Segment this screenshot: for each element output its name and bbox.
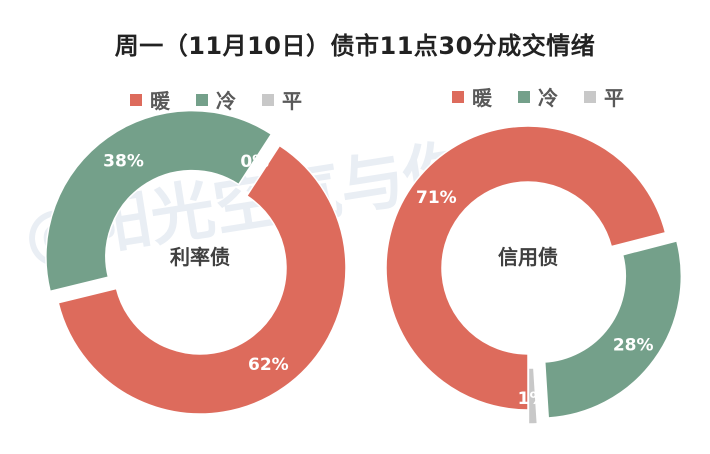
slice-data-label-2: 1% [518,389,547,409]
legend-swatch-2 [584,91,596,103]
donut-slice-0 [385,125,667,411]
donut-slice-0 [57,144,347,415]
donut-slice-1 [543,240,683,419]
legend-label-2: 平 [604,86,624,110]
legend-label-1: 冷 [538,86,558,110]
slice-data-label-1: 28% [613,335,654,355]
legend-label-0: 暖 [150,89,171,113]
donut-slice-1 [45,109,273,293]
legend-label-1: 冷 [216,89,236,113]
slice-data-label-0: 71% [416,188,457,208]
slice-data-label-0: 62% [248,355,289,375]
donut-center-label: 利率债 [170,245,230,269]
donut-center-label: 信用债 [498,245,558,269]
donut-chart-rate-bonds: 暖 冷 平 62% 38% 0% 利率债 [45,89,347,415]
chart-title: 周一（11月10日）债市11点30分成交情绪 [114,32,596,60]
donut-chart-credit-bonds: 暖 冷 平 71% 28% 1% 信用债 [385,86,683,425]
donut-slice-2 [527,367,539,425]
legend-swatch-0 [452,91,464,103]
legend-label-0: 暖 [472,86,493,110]
legend-swatch-1 [196,94,208,106]
legend-swatch-2 [262,94,274,106]
legend-swatch-0 [130,94,142,106]
slice-data-label-2: 0% [240,152,269,172]
slice-data-label-1: 38% [103,151,144,171]
legend-swatch-1 [518,91,530,103]
legend-label-2: 平 [282,89,302,113]
